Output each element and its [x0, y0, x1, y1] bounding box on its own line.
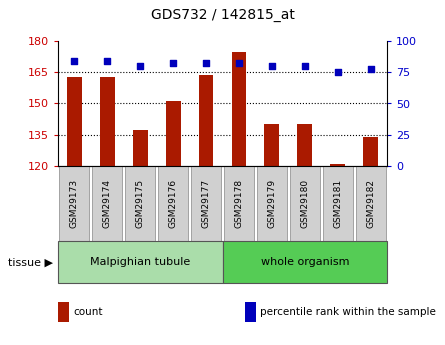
- Text: percentile rank within the sample: percentile rank within the sample: [260, 307, 436, 317]
- Point: [71, 59, 78, 64]
- Point: [202, 60, 210, 65]
- FancyBboxPatch shape: [356, 166, 385, 242]
- Bar: [231, 52, 247, 166]
- Text: GDS732 / 142815_at: GDS732 / 142815_at: [150, 8, 295, 22]
- FancyBboxPatch shape: [290, 166, 320, 242]
- Text: GSM29174: GSM29174: [103, 179, 112, 228]
- FancyBboxPatch shape: [191, 166, 221, 242]
- FancyBboxPatch shape: [125, 166, 155, 242]
- Bar: [67, 77, 82, 166]
- FancyBboxPatch shape: [222, 241, 387, 283]
- Bar: [100, 77, 115, 166]
- Point: [301, 63, 308, 69]
- FancyBboxPatch shape: [93, 166, 122, 242]
- Text: GSM29176: GSM29176: [169, 179, 178, 228]
- FancyBboxPatch shape: [257, 166, 287, 242]
- Text: GSM29182: GSM29182: [366, 179, 375, 228]
- Text: Malpighian tubule: Malpighian tubule: [90, 257, 190, 267]
- Text: GSM29178: GSM29178: [235, 179, 243, 228]
- Bar: [330, 164, 345, 166]
- FancyBboxPatch shape: [60, 166, 89, 242]
- Text: whole organism: whole organism: [261, 257, 349, 267]
- Text: tissue ▶: tissue ▶: [8, 257, 53, 267]
- Point: [104, 59, 111, 64]
- Bar: [58, 302, 69, 322]
- Text: count: count: [73, 307, 103, 317]
- FancyBboxPatch shape: [224, 166, 254, 242]
- Text: GSM29181: GSM29181: [333, 179, 342, 228]
- Bar: [166, 101, 181, 166]
- Point: [367, 66, 374, 71]
- Text: GSM29173: GSM29173: [70, 179, 79, 228]
- Point: [268, 63, 275, 69]
- Point: [170, 60, 177, 65]
- Bar: [363, 137, 378, 166]
- Bar: [264, 124, 279, 166]
- Bar: [133, 130, 148, 166]
- Text: GSM29179: GSM29179: [267, 179, 276, 228]
- Bar: [245, 302, 256, 322]
- Point: [235, 60, 243, 65]
- Text: GSM29180: GSM29180: [300, 179, 309, 228]
- Text: GSM29177: GSM29177: [202, 179, 210, 228]
- FancyBboxPatch shape: [323, 166, 352, 242]
- FancyBboxPatch shape: [58, 241, 222, 283]
- Text: GSM29175: GSM29175: [136, 179, 145, 228]
- Bar: [198, 75, 214, 166]
- Bar: [297, 124, 312, 166]
- Point: [137, 63, 144, 69]
- Point: [334, 70, 341, 75]
- FancyBboxPatch shape: [158, 166, 188, 242]
